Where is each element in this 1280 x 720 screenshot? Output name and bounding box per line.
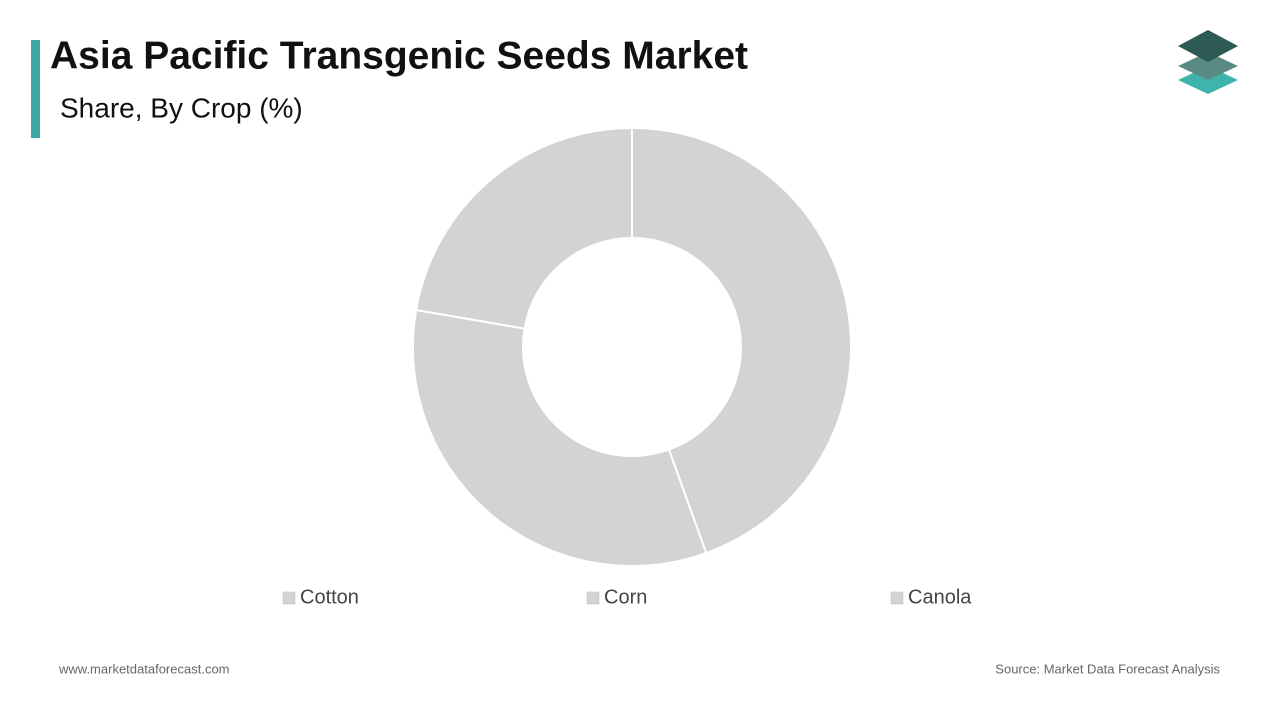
legend-label: Canola: [908, 586, 972, 608]
donut-segment: [414, 126, 633, 330]
legend-label: Cotton: [300, 586, 359, 608]
title-accent: [31, 40, 40, 138]
legend-marker: [282, 591, 296, 605]
chart-subtitle: Share, By Crop (%): [60, 92, 303, 123]
donut-segment: [412, 308, 708, 567]
legend-label: Corn: [604, 586, 647, 608]
logo: [1178, 30, 1238, 94]
footer-website: www.marketdataforecast.com: [58, 661, 230, 676]
footer-source: Source: Market Data Forecast Analysis: [995, 661, 1220, 676]
chart-title: Asia Pacific Transgenic Seeds Market: [50, 34, 748, 77]
legend-marker: [890, 591, 904, 605]
legend-marker: [586, 591, 600, 605]
donut-segment: [631, 126, 852, 555]
